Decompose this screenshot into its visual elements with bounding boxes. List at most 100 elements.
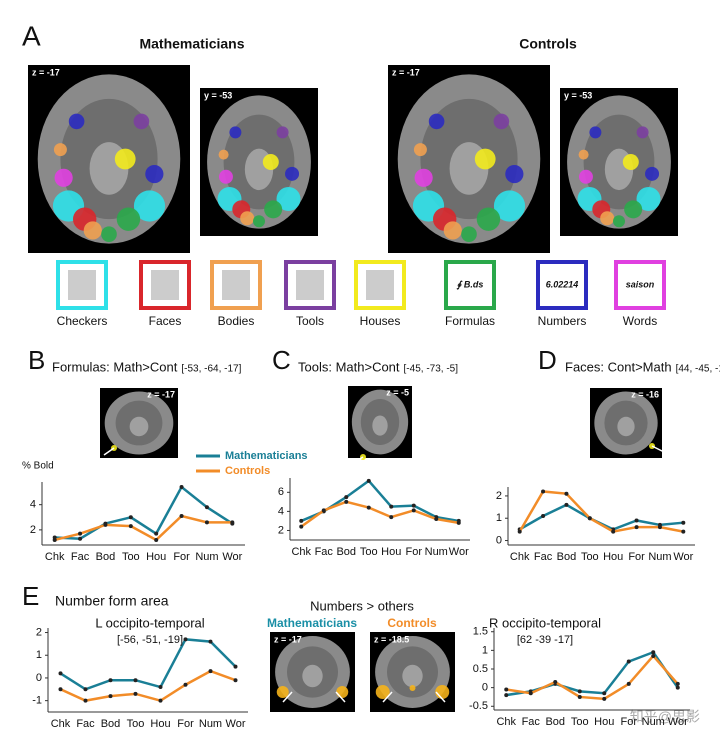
x-tick-label: Num [648,551,671,563]
y-tick-label: 4 [278,505,284,517]
data-point [133,678,138,683]
chart-title: Tools: Math>Cont [298,359,400,374]
activation [240,211,255,226]
chart-title: Formulas: Math>Cont [52,359,178,374]
activation [476,207,501,231]
data-point [83,698,88,703]
data-point [528,691,533,696]
icon-picture [151,270,179,300]
data-point [411,508,416,513]
data-point [366,478,371,483]
activation [443,221,462,240]
data-point [366,505,371,510]
activation [276,187,301,211]
activation [493,113,510,130]
stimulus-icon [56,260,108,310]
chart-title: R occipito-temporal [489,615,601,630]
x-tick-label: Fac [534,551,553,563]
activation [600,211,615,226]
panel-label: B [28,345,45,375]
data-point [681,520,686,525]
brain-core [302,664,323,688]
section-title: Number form area [55,593,169,609]
arrow [349,456,364,466]
data-point [78,531,83,536]
activation [276,126,289,139]
data-point [204,505,209,510]
slice-label: z = -17 [274,634,302,644]
data-point [78,536,83,541]
group-title: Mathematicians [139,36,244,52]
series-line [300,500,459,528]
activation [578,149,589,160]
data-point [651,650,656,655]
data-point [179,514,184,519]
y-tick-label: 2 [36,626,42,638]
chart-title: Faces: Cont>Math [565,359,672,374]
brain-core [617,416,635,437]
stimulus-label: Words [623,314,657,328]
y-tick-label: 1 [496,512,502,524]
icon-text: ∮ B.ds [457,279,484,290]
data-point [108,694,113,699]
contrast-title: Numbers > others [310,598,414,613]
data-point [154,537,159,542]
x-tick-label: Fac [315,546,334,558]
x-tick-label: Hou [146,551,166,563]
activation [624,200,643,219]
icon-picture [222,270,250,300]
x-tick-label: Hou [594,716,614,728]
data-point [299,524,304,529]
y-tick-label: 2 [496,490,502,502]
x-tick-label: Fac [71,551,90,563]
arrow [282,691,293,703]
x-tick-label: Wor [673,551,693,563]
x-tick-label: Hou [381,546,401,558]
activation [229,126,242,139]
activation [645,166,660,181]
activation [493,190,526,222]
y-tick-label: 1.5 [473,626,488,638]
stimulus-label: Numbers [538,314,587,328]
legend-label: Mathematicians [225,450,308,462]
data-point [626,681,631,686]
series-line [54,514,233,542]
panel-label: D [538,345,557,375]
chart-coords: [62 -39 -17] [517,634,573,646]
data-point [577,694,582,699]
stimulus-label: Formulas [445,314,495,328]
x-tick-label: Too [581,551,599,563]
y-tick-label: 2 [278,524,284,536]
x-tick-label: Chk [51,718,71,730]
arrow [335,691,346,703]
x-tick-label: Wor [222,551,242,563]
slice-label: y = -53 [564,90,592,100]
series-line [300,479,459,523]
legend-label: Controls [225,465,270,477]
y-tick-label: -1 [32,695,42,707]
data-point [517,529,522,534]
data-point [233,664,238,669]
data-point [577,689,582,694]
x-tick-label: Chk [291,546,311,558]
activation [409,685,416,691]
data-point [389,515,394,520]
group-label: Mathematicians [267,616,357,630]
data-point [83,687,88,692]
stimulus-label: Faces [149,314,182,328]
panel-label: A [22,20,41,51]
data-point [108,678,113,683]
x-tick-label: Hou [603,551,623,563]
activation [285,166,300,181]
data-point [58,687,63,692]
data-point [183,682,188,687]
x-tick-label: Too [571,716,589,728]
activation [414,168,433,187]
data-point [564,502,569,507]
activation [613,215,625,228]
activation [375,685,390,699]
data-point [634,518,639,523]
activation [435,685,450,699]
x-tick-label: Chk [496,716,516,728]
